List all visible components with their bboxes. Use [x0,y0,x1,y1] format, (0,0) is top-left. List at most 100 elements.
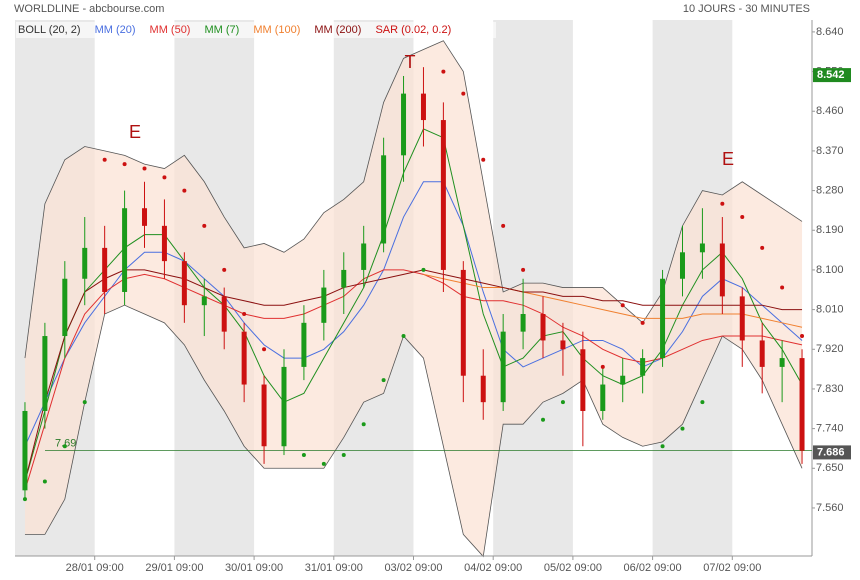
y-tick-label: 8.010 [816,304,844,316]
legend-entry: MM (7) [204,24,239,36]
candle-body [779,358,785,367]
candle-body [381,155,387,244]
candle-body [201,296,207,306]
chart-subtitle: 10 JOURS - 30 MINUTES [683,3,810,15]
sar-dot [421,267,426,272]
candle-body [321,287,327,323]
candle-body [739,296,745,341]
legend-entry: BOLL (20, 2) [18,24,81,36]
y-tick-label: 7.830 [816,383,844,395]
sar-dot [202,223,207,228]
sar-dot [262,347,267,352]
sar-dot [62,444,67,449]
x-tick-label: 05/02 09:00 [544,562,602,574]
sar-dot [301,453,306,458]
y-tick-label: 7.650 [816,462,844,474]
candle-body [341,269,347,288]
candle-body [600,384,606,411]
sar-dot [222,267,227,272]
sar-dot [281,400,286,405]
x-tick-label: 29/01 09:00 [145,562,203,574]
sar-dot [441,69,446,74]
sar-dot [162,175,167,180]
candle-body [62,278,68,337]
y-tick-label: 8.190 [816,224,844,236]
legend-entry: MM (50) [150,24,191,36]
candle-body [42,336,48,411]
price-marker-label: 8.542 [817,69,845,81]
candle-body [660,278,666,359]
sar-dot [461,91,466,96]
candle-body [301,322,307,367]
sar-dot [600,364,605,369]
candle-body [440,120,446,270]
sar-dot [122,162,127,167]
sar-dot [82,400,87,405]
candle-body [181,261,187,306]
sar-dot [800,334,805,339]
sar-dot [341,453,346,458]
y-tick-label: 8.640 [816,26,844,38]
sar-dot [720,201,725,206]
x-tick-label: 04/02 09:00 [464,562,522,574]
sar-dot [640,320,645,325]
moving-average [24,181,803,447]
moving-average [24,269,803,482]
sar-dot [700,400,705,405]
annotation: E [129,122,141,142]
sar-dot [760,245,765,250]
sar-dot [142,166,147,171]
support-label: 7.69 [55,438,76,450]
candle-body [161,225,167,262]
sar-dot [560,400,565,405]
annotation: T [405,52,416,72]
x-tick-label: 31/01 09:00 [305,562,363,574]
candle-body [580,349,586,411]
sar-dot [580,382,585,387]
sar-dot [780,285,785,290]
price-marker-label: 7.686 [817,446,845,458]
legend-entry: MM (100) [253,24,300,36]
x-tick-label: 03/02 09:00 [384,562,442,574]
candle-body [799,358,805,451]
candle-body [679,252,685,279]
sar-dot [321,461,326,466]
y-tick-label: 8.280 [816,184,844,196]
sar-dot [481,157,486,162]
y-tick-label: 8.460 [816,105,844,117]
sar-dot [501,223,506,228]
sar-dot [381,378,386,383]
price-marker [813,445,851,460]
candle-body [221,296,227,332]
sar-dot [680,426,685,431]
candle-body [82,247,88,279]
candle-body [719,243,725,297]
candle-body [699,243,705,253]
candle-body [540,314,546,341]
band-fill [24,40,803,557]
legend-entry: MM (200) [314,24,361,36]
candle-body [142,208,148,226]
candle-body [520,314,526,332]
candle-body [102,247,108,292]
sar-dot [102,157,107,162]
candle-body [401,93,407,156]
legend-entry: MM (20) [95,24,136,36]
y-tick-label: 8.370 [816,145,844,157]
sar-dot [42,479,47,484]
sar-dot [242,312,247,317]
candle-body [500,331,506,403]
candle-body [560,340,566,350]
candle-body [281,366,287,447]
sar-dot [521,267,526,272]
moving-average [24,128,803,482]
sar-dot [660,444,665,449]
x-tick-label: 07/02 09:00 [703,562,761,574]
y-tick-label: 7.740 [816,423,844,435]
sar-dot [541,417,546,422]
candle-body [241,331,247,385]
sar-dot [182,188,187,193]
candle-body [460,269,466,376]
sar-dot [740,215,745,220]
